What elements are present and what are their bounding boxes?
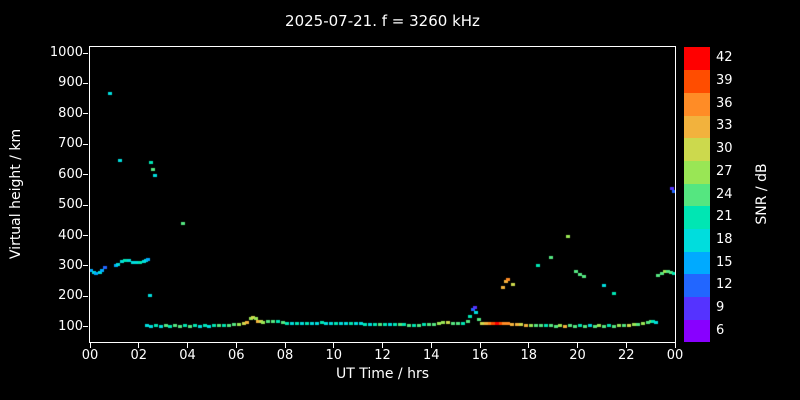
y-tick-mark [83, 174, 88, 176]
chart-title: 2025-07-21. f = 3260 kHz [285, 12, 480, 30]
y-tick-mark [83, 82, 88, 84]
y-tick-mark [83, 143, 88, 145]
colorbar-tick-label: 6 [716, 322, 725, 338]
x-tick-mark [89, 343, 91, 348]
colorbar-tick-label: 30 [716, 141, 733, 157]
colorbar-band [684, 183, 710, 207]
colorbar-band [684, 69, 710, 93]
y-tick-label: 600 [58, 166, 83, 182]
colorbar-tick-label: 39 [716, 73, 733, 89]
y-tick-mark [83, 265, 88, 267]
colorbar-band [684, 228, 710, 252]
x-tick-mark [382, 343, 383, 348]
x-tick-label: 16 [471, 348, 489, 363]
x-tick-label: 12 [374, 348, 391, 363]
colorbar-band [684, 205, 710, 230]
y-tick-label: 800 [58, 105, 83, 121]
x-tick-mark [187, 343, 188, 348]
y-tick-label: 100 [58, 318, 83, 334]
y-tick-mark [83, 235, 88, 237]
colorbar-band [684, 273, 710, 298]
x-tick-label: 10 [325, 348, 343, 363]
x-tick-label: 08 [276, 348, 294, 363]
y-tick-mark [83, 204, 88, 206]
y-tick-label: 500 [58, 197, 83, 213]
x-tick-mark [284, 343, 286, 348]
x-tick-label: 18 [520, 348, 538, 363]
y-axis-label: Virtual height / km [8, 128, 24, 260]
colorbar-tick-label: 27 [716, 163, 733, 179]
colorbar-tick-label: 21 [716, 209, 733, 225]
y-tick-mark [83, 295, 88, 297]
colorbar-tick-label: 12 [716, 277, 733, 293]
x-tick-label: 00 [81, 348, 99, 363]
x-tick-mark [625, 343, 627, 348]
x-tick-label: 06 [227, 348, 245, 363]
y-tick-label: 200 [58, 288, 83, 304]
x-tick-mark [235, 343, 237, 348]
x-tick-label: 02 [130, 348, 148, 363]
y-tick-label: 900 [58, 75, 83, 91]
colorbar-band [684, 319, 710, 343]
colorbar-band [684, 92, 710, 116]
colorbar-band [684, 115, 710, 139]
colorbar-label: SNR / dB [754, 163, 770, 225]
y-tick-label: 700 [58, 136, 83, 152]
y-tick-label: 400 [58, 227, 83, 243]
colorbar [684, 47, 710, 343]
x-tick-mark [577, 343, 578, 348]
x-tick-mark [138, 343, 140, 348]
colorbar-tick-label: 24 [716, 186, 733, 202]
colorbar-tick-label: 33 [716, 118, 733, 134]
colorbar-band [684, 47, 710, 71]
x-tick-mark [528, 343, 530, 348]
y-tick-mark [83, 52, 88, 54]
y-tick-mark [83, 326, 88, 328]
x-tick-label: 14 [422, 348, 440, 363]
colorbar-band [684, 251, 710, 275]
plot-area [89, 46, 676, 343]
y-tick-label: 300 [58, 257, 83, 273]
colorbar-tick-label: 18 [716, 231, 733, 247]
x-tick-label: 22 [617, 348, 635, 363]
x-tick-mark [430, 343, 432, 348]
x-tick-label: 04 [179, 348, 196, 363]
plot-canvas [90, 47, 675, 342]
y-tick-mark [83, 113, 88, 115]
colorbar-band [684, 296, 710, 320]
x-tick-mark [674, 343, 676, 348]
colorbar-tick-label: 36 [716, 95, 733, 111]
x-tick-label: 00 [666, 348, 684, 363]
colorbar-tick-label: 42 [716, 50, 733, 66]
x-axis-label: UT Time / hrs [335, 366, 430, 382]
x-tick-label: 20 [569, 348, 586, 363]
colorbar-tick-label: 15 [716, 254, 733, 270]
x-tick-mark [479, 343, 481, 348]
colorbar-tick-label: 9 [716, 299, 725, 315]
x-tick-mark [333, 343, 335, 348]
y-tick-label: 1000 [49, 45, 83, 61]
colorbar-band [684, 137, 710, 161]
colorbar-band [684, 160, 710, 184]
